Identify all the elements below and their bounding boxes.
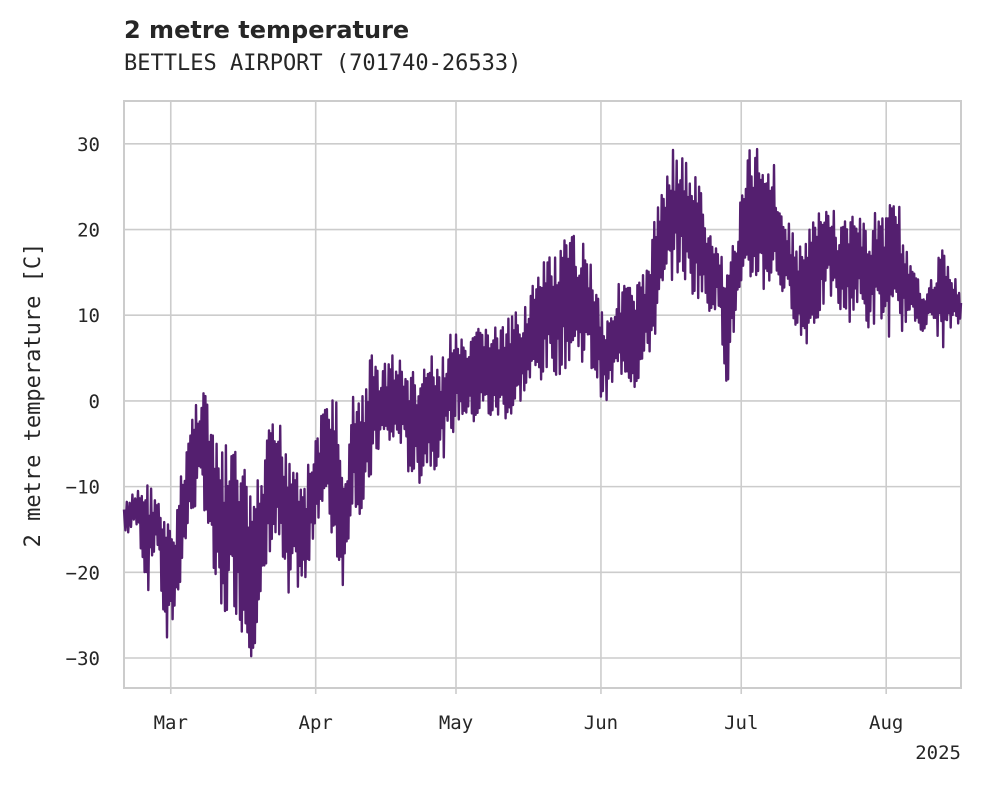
x-tick-label: Aug (869, 712, 903, 734)
y-tick-label: −20 (66, 562, 100, 584)
chart-subtitle: BETTLES AIRPORT (701740-26533) (124, 51, 522, 76)
y-tick-label: 10 (77, 305, 100, 327)
x-tick-label: Jul (724, 712, 758, 734)
x-axis-year-label: 2025 (915, 742, 961, 764)
x-tick-label: Apr (299, 712, 333, 734)
y-tick-label: −10 (66, 477, 100, 499)
y-tick-label: −30 (66, 648, 100, 670)
x-tick-label: Jun (584, 712, 618, 734)
y-axis-label: 2 metre temperature [C] (21, 243, 46, 548)
y-axis-ticks: 30 20 10 0 −10 −20 −30 (66, 134, 100, 670)
x-tick-label: May (439, 712, 473, 734)
x-axis-ticks: Mar Apr May Jun Jul Aug (154, 712, 904, 734)
chart-title: 2 metre temperature (124, 16, 410, 44)
x-tick-label: Mar (154, 712, 188, 734)
temperature-series-line (122, 147, 963, 658)
y-tick-label: 30 (77, 134, 100, 156)
plot-frame (123, 100, 962, 689)
y-tick-label: 0 (89, 391, 100, 413)
series-group (122, 147, 963, 658)
y-tick-label: 20 (77, 220, 100, 242)
